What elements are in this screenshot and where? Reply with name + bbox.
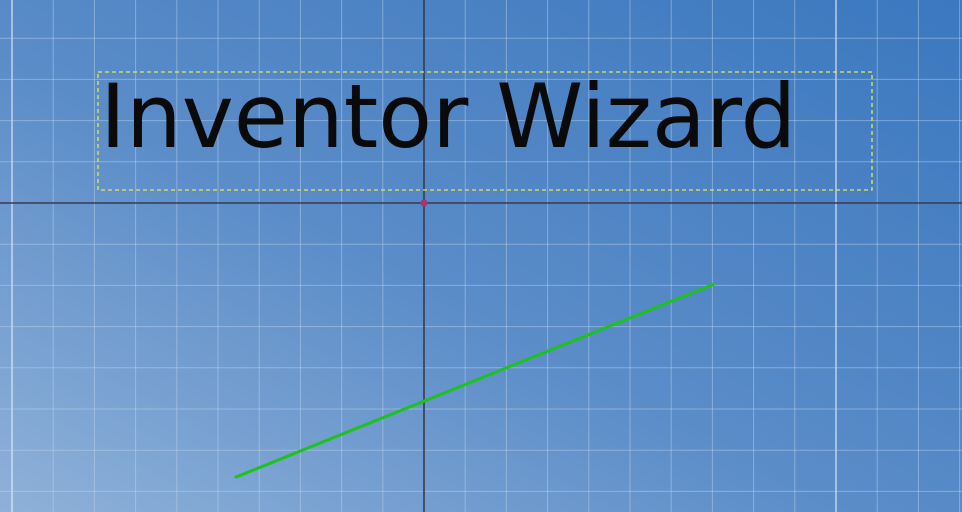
sketch-text[interactable]: Inventor Wizard [100,65,796,168]
text-box[interactable] [97,71,873,191]
sketch-line[interactable] [234,282,716,479]
origin-point [420,199,428,207]
